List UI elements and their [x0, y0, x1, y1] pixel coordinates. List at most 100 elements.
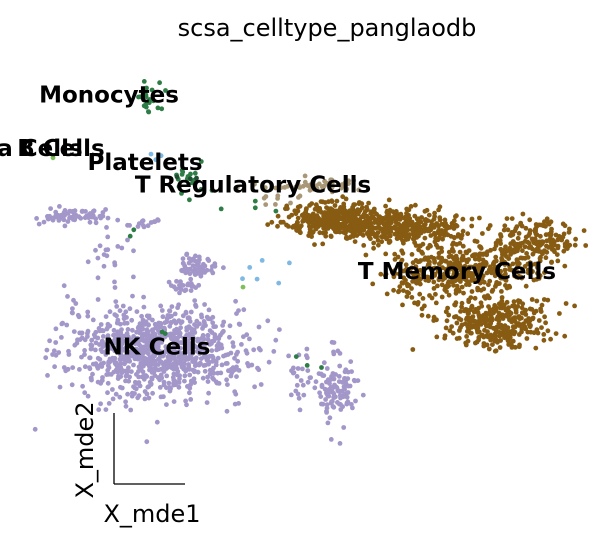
point-t-memory-cells	[429, 275, 435, 281]
point-nk-cells	[77, 367, 82, 372]
point-nk-cells	[204, 267, 210, 273]
point-t-memory-cells	[566, 229, 572, 235]
point-nk-cells	[164, 316, 170, 321]
point-t-memory-cells	[501, 227, 507, 233]
point-nk-cells	[212, 332, 218, 338]
point-t-memory-cells	[326, 199, 331, 205]
point-t-memory-cells	[478, 266, 484, 272]
point-monocytes	[192, 170, 198, 176]
point-t-memory-cells	[463, 249, 469, 255]
point-nk-cells	[136, 342, 142, 347]
point-t-memory-cells	[340, 208, 346, 214]
point-t-memory-cells	[473, 262, 479, 268]
point-nk-cells	[205, 332, 211, 338]
point-nk-cells	[244, 332, 250, 338]
point-nk-cells	[304, 346, 310, 352]
point-nk-cells	[220, 323, 226, 328]
point-t-memory-cells	[293, 226, 299, 231]
point-nk-cells	[178, 345, 183, 351]
point-t-memory-cells	[307, 224, 312, 229]
point-t-memory-cells	[525, 270, 531, 276]
point-nk-cells	[138, 347, 143, 352]
point-nk-cells	[99, 349, 105, 355]
point-t-memory-cells	[383, 251, 389, 257]
point-nk-cells	[121, 346, 126, 352]
point-nk-cells	[143, 333, 149, 339]
point-t-memory-cells	[328, 206, 334, 212]
point-nk-cells	[53, 209, 59, 215]
point-nk-cells	[105, 380, 111, 386]
point-nk-cells	[113, 391, 119, 397]
point-t-memory-cells	[473, 340, 478, 346]
point-nk-cells	[92, 334, 98, 340]
point-nk-cells	[328, 437, 334, 442]
point-nk-cells	[95, 379, 101, 385]
point-nk-cells	[336, 374, 342, 379]
point-nk-cells	[65, 219, 71, 224]
point-t-memory-cells	[439, 245, 444, 251]
point-t-memory-cells	[523, 283, 529, 289]
point-t-memory-cells	[400, 280, 406, 286]
point-t-memory-cells	[562, 263, 568, 269]
point-t-memory-cells	[545, 328, 551, 334]
point-t-memory-cells	[400, 226, 405, 232]
point-nk-cells	[241, 307, 247, 313]
point-nk-cells	[344, 400, 350, 406]
point-nk-cells	[155, 350, 161, 356]
point-t-memory-cells	[312, 242, 317, 248]
point-nk-cells	[177, 282, 182, 288]
point-nk-cells	[127, 306, 133, 312]
point-t-memory-cells	[493, 240, 499, 246]
point-nk-cells	[113, 299, 119, 304]
point-nk-cells	[332, 382, 337, 388]
point-t-memory-cells	[498, 268, 503, 274]
point-plasma-cells	[50, 155, 56, 161]
point-nk-cells	[215, 355, 221, 361]
point-nk-cells	[105, 215, 111, 221]
point-nk-cells	[129, 369, 134, 374]
point-nk-cells	[327, 381, 332, 386]
point-t-memory-cells	[454, 260, 460, 265]
point-nk-cells	[193, 304, 199, 309]
point-nk-cells	[173, 286, 179, 292]
point-nk-cells	[139, 374, 145, 380]
point-t-memory-cells	[436, 254, 442, 260]
point-nk-cells	[118, 352, 124, 358]
point-nk-cells	[145, 342, 150, 348]
point-nk-cells	[75, 337, 80, 343]
point-t-memory-cells	[505, 314, 511, 320]
cluster-label-platelets: Platelets	[87, 150, 202, 176]
point-t-memory-cells	[409, 252, 415, 257]
point-t-memory-cells	[520, 240, 525, 246]
point-t-memory-cells	[307, 203, 312, 208]
point-nk-cells	[146, 322, 151, 327]
point-nk-cells	[150, 390, 156, 396]
point-nk-cells	[213, 324, 219, 329]
point-t-memory-cells	[464, 259, 470, 265]
point-t-memory-cells	[356, 200, 362, 205]
point-nk-cells	[136, 221, 142, 227]
point-t-memory-cells	[542, 314, 547, 320]
point-nk-cells	[157, 354, 163, 360]
point-t-memory-cells	[457, 249, 463, 255]
point-t-memory-cells	[524, 251, 529, 256]
point-t-memory-cells	[492, 348, 498, 354]
point-t-regulatory-cells	[329, 181, 335, 187]
point-t-memory-cells	[527, 217, 533, 223]
point-t-memory-cells	[487, 278, 493, 284]
point-t-memory-cells	[298, 230, 303, 236]
point-t-memory-cells	[337, 229, 343, 235]
point-t-memory-cells	[416, 247, 421, 253]
point-t-memory-cells	[502, 262, 508, 267]
point-nk-cells	[79, 335, 85, 341]
point-t-memory-cells	[330, 212, 336, 217]
point-nk-cells	[187, 346, 192, 352]
point-nk-cells	[70, 215, 76, 220]
point-t-regulatory-cells	[297, 193, 303, 199]
point-t-memory-cells	[431, 222, 437, 228]
point-t-memory-cells	[432, 271, 438, 277]
point-t-regulatory-cells	[261, 195, 267, 201]
point-t-regulatory-cells	[328, 177, 334, 183]
point-nk-cells	[71, 297, 76, 303]
point-t-memory-cells	[371, 240, 377, 246]
